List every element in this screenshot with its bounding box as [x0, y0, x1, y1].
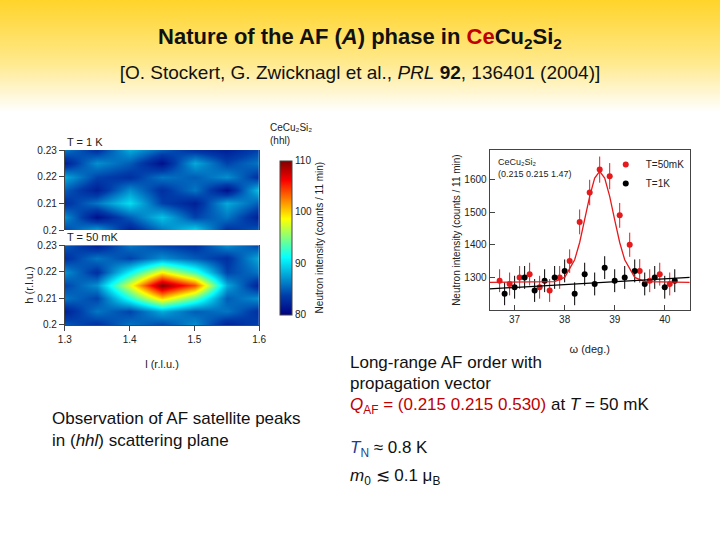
svg-text:CeCu₂Si₂(hhl): CeCu₂Si₂(hhl) [270, 122, 312, 146]
svg-text:100: 100 [295, 206, 312, 217]
html-text:Nature of the AF (A) phase in: Nature of the AF (A) phase in Ce Cu2Si2 [158, 24, 562, 53]
svg-text:Neutron intensity (counts / 11: Neutron intensity (counts / 11 min) [451, 154, 462, 306]
svg-text:ω (deg.): ω (deg.) [569, 343, 609, 355]
svg-text:l (r.l.u.): l (r.l.u.) [145, 358, 179, 370]
svg-text:1.5: 1.5 [187, 334, 201, 345]
html-text:[O. Stockert, G. Zwicknagl et: [O. Stockert, G. Zwicknagl et al., PRL 9… [119, 62, 601, 83]
html-text:in (hhl) scattering plane: in (hhl) scattering plane [52, 431, 229, 450]
svg-text:1.6: 1.6 [252, 334, 266, 345]
svg-text:T=1K: T=1K [646, 178, 671, 189]
svg-text:1.4: 1.4 [123, 334, 137, 345]
svg-text:110: 110 [295, 155, 311, 166]
svg-text:39: 39 [609, 314, 621, 325]
svg-text:37: 37 [509, 314, 521, 325]
svg-text:1500: 1500 [464, 207, 487, 218]
svg-text:T = 1 K: T = 1 K [67, 136, 103, 148]
svg-text:0.21: 0.21 [37, 293, 57, 304]
svg-text:0.22: 0.22 [37, 171, 57, 182]
html-text:propagation vector: propagation vector [350, 374, 491, 393]
svg-text:h (r.l.u.): h (r.l.u.) [23, 266, 35, 303]
svg-text:T=50mK: T=50mK [646, 159, 684, 170]
svg-text:0.23: 0.23 [37, 145, 57, 156]
html-text:m0≲ 0.1 μB: m0≲ 0.1 μB [350, 465, 441, 489]
html-text:TN≈ 0.8 K: TN≈ 0.8 K [350, 438, 428, 461]
svg-text:T = 50 mK: T = 50 mK [67, 231, 119, 243]
html-text:QAF= (0.215 0.215 0.530) at T: QAF= (0.215 0.215 0.530) at T = 50 m K [350, 395, 649, 418]
svg-text:0.22: 0.22 [37, 266, 57, 277]
svg-text:1400: 1400 [464, 239, 487, 250]
html-text:Long-range AF order with: Long-range AF order with [350, 353, 542, 372]
svg-text:0.21: 0.21 [37, 198, 57, 209]
svg-text:80: 80 [295, 309, 307, 320]
svg-text:Neutron intensity (counts / 11: Neutron intensity (counts / 11 min) [314, 162, 325, 314]
svg-text:38: 38 [559, 314, 571, 325]
svg-text:0.2: 0.2 [43, 225, 57, 236]
svg-text:1300: 1300 [464, 272, 487, 283]
svg-text:0.2: 0.2 [43, 319, 57, 330]
html-text:Observation of AF satellite pe: Observation of AF satellite peaks [52, 409, 301, 428]
svg-text:CeCu₂Si₂(0.215 0.215 1.47): CeCu₂Si₂(0.215 0.215 1.47) [498, 157, 572, 179]
svg-text:90: 90 [295, 258, 307, 269]
svg-text:0.23: 0.23 [37, 240, 57, 251]
svg-text:1.3: 1.3 [58, 334, 72, 345]
svg-text:40: 40 [659, 314, 671, 325]
svg-text:1600: 1600 [464, 174, 487, 185]
